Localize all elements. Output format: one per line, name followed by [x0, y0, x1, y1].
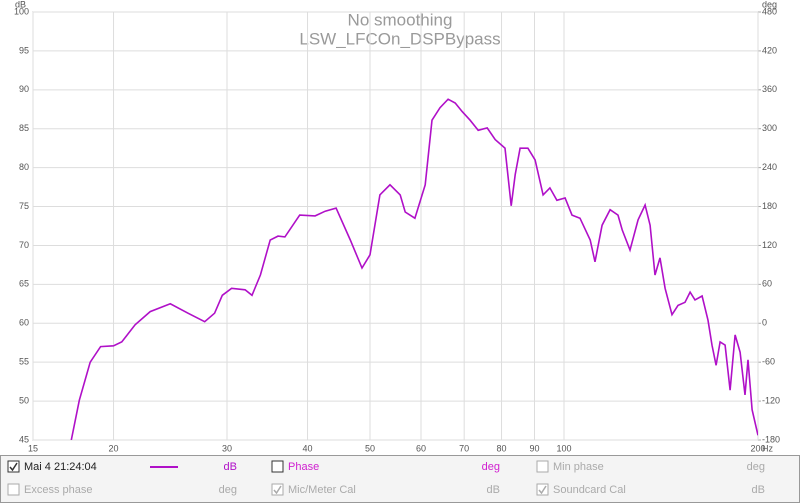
- y2-tick-label: 180: [762, 201, 777, 211]
- y2-tick-label: -60: [762, 357, 775, 367]
- legend-panel: [0, 455, 800, 503]
- x-tick-label: 20: [109, 443, 119, 453]
- legend-label: Min phase: [553, 461, 604, 473]
- checkbox[interactable]: [536, 483, 549, 496]
- legend-label: Mai 4 21:24:04: [24, 461, 97, 473]
- legend-unit: deg: [747, 461, 765, 473]
- x-tick-label: 70: [459, 443, 469, 453]
- y2-tick-label: 0: [762, 318, 767, 328]
- checkbox[interactable]: [536, 460, 549, 473]
- y-tick-label: 90: [19, 84, 29, 94]
- x-tick-label: 80: [497, 443, 507, 453]
- y-tick-label: 50: [19, 395, 29, 405]
- data-line: [70, 98, 758, 440]
- y-tick-label: 80: [19, 162, 29, 172]
- y-unit: dB: [15, 0, 26, 9]
- y-tick-label: 100: [14, 6, 29, 16]
- x-tick-label: 200: [750, 443, 765, 453]
- legend-label: Phase: [288, 461, 319, 473]
- checkbox[interactable]: [271, 460, 284, 473]
- y2-tick-label: 480: [762, 6, 777, 16]
- y2-tick-label: -120: [762, 395, 780, 405]
- y2-unit: deg: [762, 0, 777, 9]
- y-tick-label: 55: [19, 357, 29, 367]
- legend-unit: deg: [219, 484, 237, 496]
- x-tick-label: 40: [303, 443, 313, 453]
- x-tick-label: 50: [365, 443, 375, 453]
- chart-subtitle: LSW_LFCOn_DSPBypass: [299, 29, 500, 48]
- y-tick-label: 65: [19, 279, 29, 289]
- graph-background: [0, 0, 800, 452]
- y2-tick-label: 420: [762, 45, 777, 55]
- checkbox[interactable]: [7, 483, 20, 496]
- chart-title: No smoothing: [348, 10, 453, 29]
- y-tick-label: 95: [19, 45, 29, 55]
- y-tick-label: 85: [19, 123, 29, 133]
- y-tick-label: 60: [19, 318, 29, 328]
- legend-label: Excess phase: [24, 484, 92, 496]
- legend-unit: dB: [224, 461, 237, 473]
- y2-tick-label: 360: [762, 84, 777, 94]
- legend-label: Mic/Meter Cal: [288, 484, 356, 496]
- legend-unit: dB: [752, 484, 765, 496]
- checkbox[interactable]: [7, 460, 20, 473]
- y-tick-label: 70: [19, 240, 29, 250]
- x-tick-label: 15: [28, 443, 38, 453]
- x-tick-label: 60: [416, 443, 426, 453]
- x-unit: Hz: [762, 443, 773, 453]
- y2-tick-label: -180: [762, 434, 780, 444]
- x-tick-label: 90: [529, 443, 539, 453]
- checkmark: [538, 485, 547, 495]
- checkbox[interactable]: [271, 483, 284, 496]
- y2-tick-label: 60: [762, 279, 772, 289]
- checkmark: [9, 462, 18, 472]
- legend-unit: deg: [482, 461, 500, 473]
- x-tick-label: 30: [222, 443, 232, 453]
- x-tick-label: 100: [556, 443, 571, 453]
- y2-tick-label: 300: [762, 123, 777, 133]
- legend-unit: dB: [487, 484, 500, 496]
- checkmark: [273, 485, 282, 495]
- y2-tick-label: 120: [762, 240, 777, 250]
- y2-tick-label: 240: [762, 162, 777, 172]
- y-tick-label: 75: [19, 201, 29, 211]
- y-tick-label: 45: [19, 434, 29, 444]
- legend-label: Soundcard Cal: [553, 484, 626, 496]
